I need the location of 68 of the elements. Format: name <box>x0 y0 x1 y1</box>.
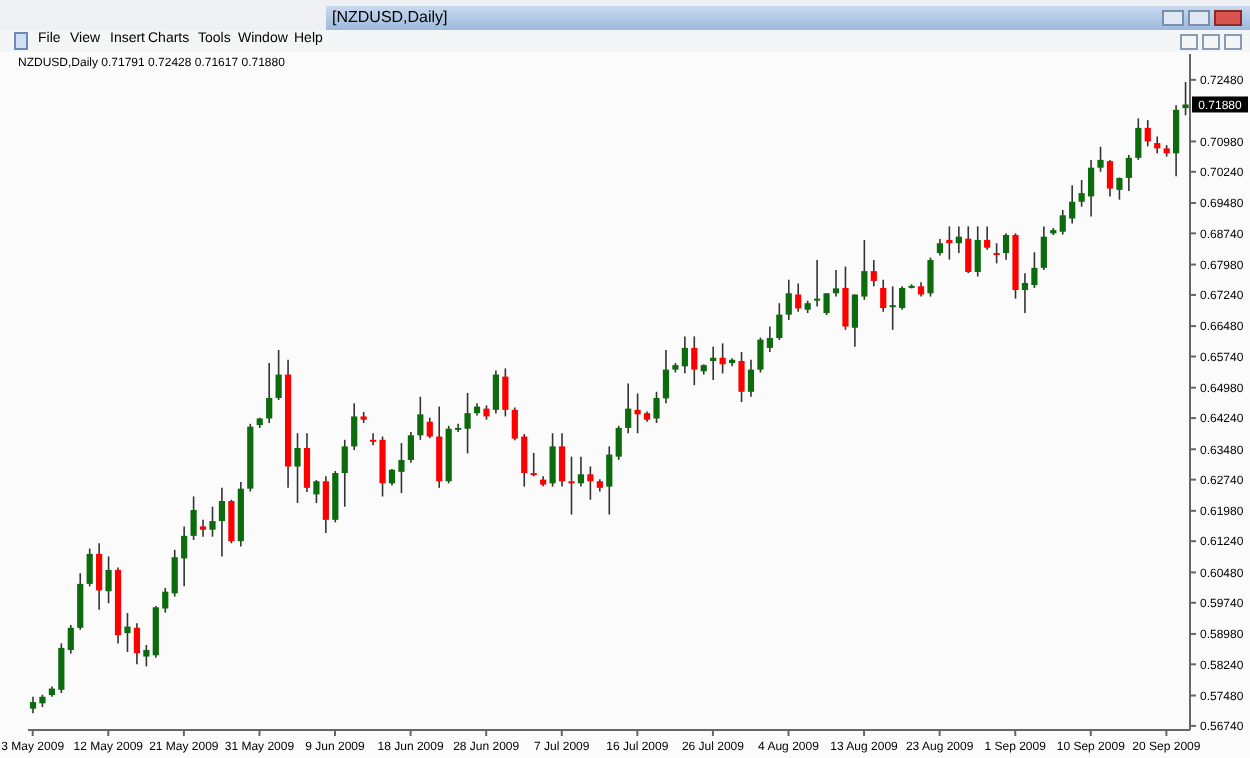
candlestick <box>426 416 433 439</box>
candlestick <box>266 362 273 424</box>
candlestick <box>502 367 509 418</box>
candlestick <box>1135 117 1142 161</box>
candlestick <box>1125 154 1132 192</box>
candlestick <box>105 555 112 604</box>
candlestick <box>880 278 887 313</box>
candlestick <box>341 439 348 508</box>
candlestick <box>795 282 802 313</box>
candlestick <box>1097 145 1104 173</box>
candlestick <box>577 455 585 488</box>
candlestick <box>984 225 991 251</box>
candlestick <box>313 479 320 504</box>
candlestick <box>492 369 500 415</box>
candlestick <box>436 405 443 489</box>
candlestick <box>86 547 93 588</box>
candlestick <box>77 572 84 631</box>
candlestick <box>993 242 1000 265</box>
candlestick <box>67 624 74 655</box>
candlestick <box>124 612 131 653</box>
candlestick <box>143 644 150 668</box>
candlestick <box>1087 159 1095 218</box>
candlestick <box>1002 232 1010 261</box>
candlestick <box>568 455 575 516</box>
candlestick <box>199 519 207 538</box>
candlestick <box>558 432 566 488</box>
candlestick <box>218 487 226 558</box>
candlestick <box>710 345 717 381</box>
candlestick <box>228 498 235 545</box>
candlestick <box>332 470 339 524</box>
candlestick <box>1106 159 1114 198</box>
candlestick <box>842 265 849 331</box>
candlestick <box>351 402 358 451</box>
candlestick <box>1173 104 1180 178</box>
candlestick <box>974 225 981 278</box>
candlestick <box>275 349 282 401</box>
candlestick <box>625 382 632 435</box>
candlestick <box>303 432 311 493</box>
candlestick <box>1040 225 1047 271</box>
candlestick <box>776 302 783 341</box>
candlestick <box>870 259 877 288</box>
candlestick <box>549 432 556 488</box>
candlestick <box>1182 81 1189 117</box>
chart-title: [NZDUSD,Daily] <box>332 8 448 26</box>
candlestick <box>785 278 792 321</box>
candlestick <box>209 505 216 538</box>
candlestick <box>738 351 745 403</box>
candlestick <box>1021 272 1029 314</box>
candlestick <box>530 452 537 478</box>
candlestick <box>190 495 197 541</box>
candlestick <box>133 622 141 666</box>
candlestick <box>691 335 698 387</box>
candlestick <box>653 390 660 424</box>
candlestick <box>407 431 414 464</box>
candlestick <box>662 349 670 405</box>
candlestick <box>832 269 840 298</box>
candlestick <box>96 542 103 611</box>
candlestick <box>322 475 329 534</box>
candlestick <box>946 225 953 261</box>
candlestick <box>965 225 972 274</box>
candlestick <box>606 445 613 516</box>
candlestick <box>747 358 755 398</box>
candlestick <box>417 395 424 441</box>
candlestick <box>1144 119 1151 148</box>
candlestick <box>587 465 594 501</box>
candlestick <box>615 425 622 461</box>
candlestick <box>927 256 934 298</box>
candlestick <box>294 432 301 504</box>
